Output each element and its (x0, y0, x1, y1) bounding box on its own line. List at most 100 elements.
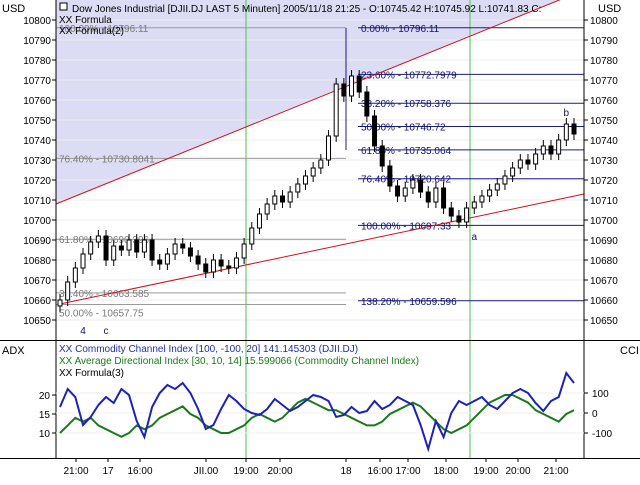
price-left-tick-label: 10660 (23, 296, 51, 307)
price-bar-body (433, 187, 439, 203)
price-bar-body (195, 255, 201, 265)
price-left-axis-title: USD (2, 3, 25, 15)
legend-square-icon (59, 2, 68, 11)
fib-left-label: 76.40% - 10730.8041 (59, 154, 155, 165)
price-bar-body (164, 253, 170, 265)
x-axis-tick-label: 20:00 (267, 466, 292, 477)
price-bar-body (464, 207, 470, 223)
price-bar-body (502, 175, 508, 185)
price-bar-body (517, 159, 523, 169)
indicator-legend-text: XX Commodity Channel Index [100, -100, 2… (59, 344, 358, 355)
price-left-tick-label: 10690 (23, 236, 51, 247)
price-bar-body (563, 123, 569, 141)
fib-right-label: 76.40% - 10720.642 (361, 175, 452, 186)
price-left-tick-label: 10780 (23, 56, 51, 67)
price-bar-body (356, 75, 362, 93)
price-bar-body (441, 187, 447, 209)
x-axis-tick-label: 17 (102, 466, 114, 477)
wave-label: c (104, 326, 109, 337)
indicator-legend-text: XX Formula(3) (59, 368, 124, 379)
price-legend-text: Dow Jones Industrial [DJII.DJ LAST 5 Min… (72, 4, 541, 15)
price-bar-body (287, 191, 293, 203)
price-bar-body (425, 191, 431, 203)
price-bar-body (226, 265, 232, 269)
price-bar-body (256, 213, 262, 229)
price-bar-body (233, 257, 239, 269)
price-bar-body (494, 183, 500, 191)
price-bar-body (349, 75, 355, 97)
price-left-tick-label: 10790 (23, 36, 51, 47)
price-bar-body (264, 203, 270, 215)
channel-lower-line (59, 193, 585, 305)
price-bar-body (540, 145, 546, 155)
price-bar-body (134, 239, 140, 253)
x-axis-tick-label: 20:00 (505, 466, 530, 477)
price-bar-body (118, 245, 124, 251)
price-bar-body (302, 175, 308, 185)
price-bar-body (418, 179, 424, 193)
price-right-tick-label: 10710 (590, 196, 618, 207)
price-right-tick-label: 10680 (590, 256, 618, 267)
price-legend-text: XX Formula(2) (59, 26, 124, 37)
price-bar-body (203, 263, 209, 273)
price-bar-body (372, 115, 378, 147)
price-bar-body (533, 153, 539, 165)
indicator-right-tick-label: 100 (592, 389, 609, 400)
price-bar-body (548, 145, 554, 155)
fib-right-label: 0.00% - 10796.11 (361, 24, 440, 35)
price-bar-body (65, 281, 71, 301)
price-bar-body (126, 239, 132, 251)
price-bar-body (249, 227, 255, 245)
price-right-axis-title: USD (598, 3, 621, 15)
price-right-tick-label: 10670 (590, 276, 618, 287)
price-bar-body (279, 195, 285, 203)
price-bar-body (364, 91, 370, 117)
indicator-left-axis-title: ADX (2, 345, 25, 357)
indicator-left-tick-label: 20 (39, 391, 51, 402)
price-bar-body (341, 83, 347, 97)
price-bar-body (402, 187, 408, 197)
indicator-right-tick-label: 0 (592, 409, 598, 420)
price-bar-body (103, 235, 109, 261)
price-right-tick-label: 10700 (590, 216, 618, 227)
price-bar-body (556, 139, 562, 155)
price-bar-body (471, 201, 477, 209)
fib-left-label: 50.00% - 10657.75 (59, 309, 144, 320)
price-left-tick-label: 10710 (23, 196, 51, 207)
x-axis-tick-label: 16:00 (367, 466, 392, 477)
price-bar-body (241, 243, 247, 259)
price-right-tick-label: 10660 (590, 296, 618, 307)
price-right-tick-label: 10770 (590, 76, 618, 87)
price-bar-body (72, 267, 78, 283)
price-right-tick-label: 10780 (590, 56, 618, 67)
price-bar-body (218, 259, 224, 267)
price-bar-body (410, 179, 416, 189)
x-axis-tick-label: 19:00 (473, 466, 498, 477)
price-right-tick-label: 10690 (590, 236, 618, 247)
price-bar-body (57, 299, 63, 307)
price-bar-body (479, 195, 485, 203)
price-left-tick-label: 10730 (23, 156, 51, 167)
price-right-tick-label: 10790 (590, 36, 618, 47)
price-bar-body (111, 245, 117, 261)
wave-label: a (471, 232, 477, 243)
price-bar-body (172, 243, 178, 255)
price-right-tick-label: 10800 (590, 16, 618, 27)
price-bar-body (310, 167, 316, 177)
fib-right-label: 100.00% - 10697.33 (361, 221, 452, 232)
price-right-tick-label: 10750 (590, 116, 618, 127)
price-left-tick-label: 10720 (23, 176, 51, 187)
wave-label: b (564, 108, 570, 119)
x-axis-tick-label: 17:00 (395, 466, 420, 477)
fib-left-label: 100.00% - 10796.11 (59, 24, 149, 35)
channel-upper-line (55, 0, 561, 205)
price-bar-body (141, 239, 147, 253)
price-left-tick-label: 10680 (23, 256, 51, 267)
price-left-tick-label: 10740 (23, 136, 51, 147)
price-bar-body (326, 135, 332, 161)
price-right-tick-label: 10650 (590, 316, 618, 327)
price-left-tick-label: 10700 (23, 216, 51, 227)
x-axis-tick-label: 19:00 (233, 466, 258, 477)
